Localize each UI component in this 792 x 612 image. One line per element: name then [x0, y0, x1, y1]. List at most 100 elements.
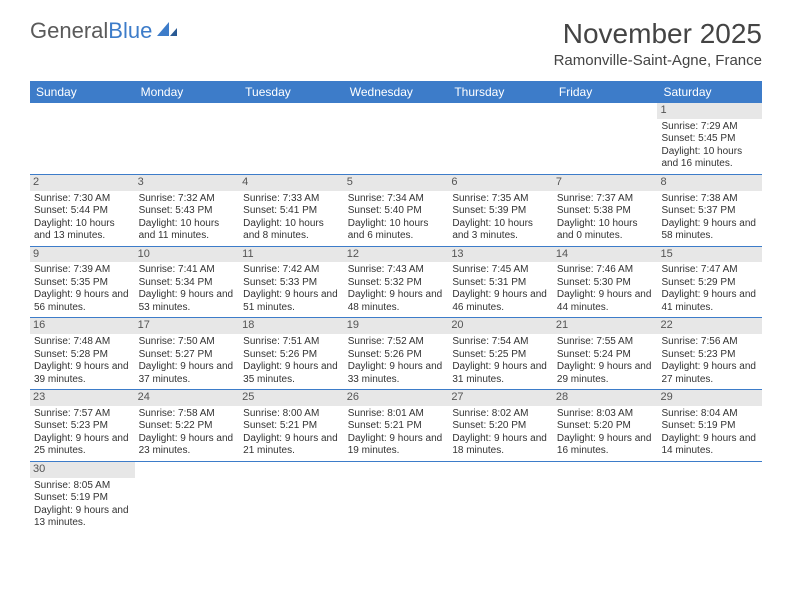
day-cell: 14Sunrise: 7:46 AMSunset: 5:30 PMDayligh… — [553, 247, 658, 318]
title-block: November 2025 Ramonville-Saint-Agne, Fra… — [554, 18, 762, 69]
daylight-text: Daylight: 9 hours and 51 minutes. — [243, 289, 340, 314]
sunrise-text: Sunrise: 7:32 AM — [139, 193, 236, 206]
sunrise-text: Sunrise: 7:34 AM — [348, 193, 445, 206]
day-number: 20 — [448, 318, 553, 334]
day-header-monday: Monday — [135, 81, 240, 103]
location-subtitle: Ramonville-Saint-Agne, France — [554, 52, 762, 69]
day-cell: 25Sunrise: 8:00 AMSunset: 5:21 PMDayligh… — [239, 390, 344, 461]
calendar: SundayMondayTuesdayWednesdayThursdayFrid… — [30, 81, 762, 533]
sunrise-text: Sunrise: 8:03 AM — [557, 408, 654, 421]
day-number: 7 — [553, 175, 658, 191]
sunset-text: Sunset: 5:20 PM — [557, 420, 654, 433]
day-cell: 30Sunrise: 8:05 AMSunset: 5:19 PMDayligh… — [30, 462, 135, 533]
day-cell: 23Sunrise: 7:57 AMSunset: 5:23 PMDayligh… — [30, 390, 135, 461]
day-number: 16 — [30, 318, 135, 334]
day-number: 30 — [30, 462, 135, 478]
sunset-text: Sunset: 5:30 PM — [557, 277, 654, 290]
sunset-text: Sunset: 5:41 PM — [243, 205, 340, 218]
daylight-text: Daylight: 9 hours and 18 minutes. — [452, 433, 549, 458]
empty-cell — [344, 103, 449, 174]
day-cell: 6Sunrise: 7:35 AMSunset: 5:39 PMDaylight… — [448, 175, 553, 246]
day-cell: 16Sunrise: 7:48 AMSunset: 5:28 PMDayligh… — [30, 318, 135, 389]
day-number: 10 — [135, 247, 240, 263]
week-row: 16Sunrise: 7:48 AMSunset: 5:28 PMDayligh… — [30, 318, 762, 390]
daylight-text: Daylight: 9 hours and 35 minutes. — [243, 361, 340, 386]
sunrise-text: Sunrise: 7:29 AM — [661, 121, 758, 134]
daylight-text: Daylight: 10 hours and 3 minutes. — [452, 218, 549, 243]
sunrise-text: Sunrise: 7:37 AM — [557, 193, 654, 206]
day-cell: 11Sunrise: 7:42 AMSunset: 5:33 PMDayligh… — [239, 247, 344, 318]
sunset-text: Sunset: 5:32 PM — [348, 277, 445, 290]
day-number: 1 — [657, 103, 762, 119]
sunrise-text: Sunrise: 7:50 AM — [139, 336, 236, 349]
day-cell: 9Sunrise: 7:39 AMSunset: 5:35 PMDaylight… — [30, 247, 135, 318]
day-cell: 19Sunrise: 7:52 AMSunset: 5:26 PMDayligh… — [344, 318, 449, 389]
day-number: 21 — [553, 318, 658, 334]
sunrise-text: Sunrise: 7:56 AM — [661, 336, 758, 349]
sunset-text: Sunset: 5:27 PM — [139, 349, 236, 362]
week-row: 23Sunrise: 7:57 AMSunset: 5:23 PMDayligh… — [30, 390, 762, 462]
day-number: 5 — [344, 175, 449, 191]
day-header-saturday: Saturday — [657, 81, 762, 103]
sunset-text: Sunset: 5:19 PM — [661, 420, 758, 433]
sunrise-text: Sunrise: 7:43 AM — [348, 264, 445, 277]
sunrise-text: Sunrise: 7:46 AM — [557, 264, 654, 277]
day-number: 4 — [239, 175, 344, 191]
daylight-text: Daylight: 10 hours and 11 minutes. — [139, 218, 236, 243]
sunset-text: Sunset: 5:43 PM — [139, 205, 236, 218]
sunrise-text: Sunrise: 7:54 AM — [452, 336, 549, 349]
day-number: 22 — [657, 318, 762, 334]
sunrise-text: Sunrise: 7:30 AM — [34, 193, 131, 206]
week-row: 30Sunrise: 8:05 AMSunset: 5:19 PMDayligh… — [30, 462, 762, 533]
sunset-text: Sunset: 5:28 PM — [34, 349, 131, 362]
empty-cell — [239, 462, 344, 533]
sunrise-text: Sunrise: 7:58 AM — [139, 408, 236, 421]
day-number: 28 — [553, 390, 658, 406]
empty-cell — [553, 462, 658, 533]
sunset-text: Sunset: 5:26 PM — [243, 349, 340, 362]
day-cell: 10Sunrise: 7:41 AMSunset: 5:34 PMDayligh… — [135, 247, 240, 318]
empty-cell — [448, 462, 553, 533]
empty-cell — [553, 103, 658, 174]
sunrise-text: Sunrise: 8:01 AM — [348, 408, 445, 421]
daylight-text: Daylight: 9 hours and 44 minutes. — [557, 289, 654, 314]
daylight-text: Daylight: 9 hours and 19 minutes. — [348, 433, 445, 458]
sunset-text: Sunset: 5:23 PM — [661, 349, 758, 362]
day-number: 17 — [135, 318, 240, 334]
sunset-text: Sunset: 5:35 PM — [34, 277, 131, 290]
sunset-text: Sunset: 5:33 PM — [243, 277, 340, 290]
sunset-text: Sunset: 5:38 PM — [557, 205, 654, 218]
empty-cell — [239, 103, 344, 174]
day-cell: 15Sunrise: 7:47 AMSunset: 5:29 PMDayligh… — [657, 247, 762, 318]
day-number: 9 — [30, 247, 135, 263]
sunset-text: Sunset: 5:19 PM — [34, 492, 131, 505]
logo-text-blue: Blue — [108, 18, 152, 44]
sunset-text: Sunset: 5:45 PM — [661, 133, 758, 146]
daylight-text: Daylight: 9 hours and 29 minutes. — [557, 361, 654, 386]
day-number: 2 — [30, 175, 135, 191]
day-cell: 21Sunrise: 7:55 AMSunset: 5:24 PMDayligh… — [553, 318, 658, 389]
sunrise-text: Sunrise: 7:51 AM — [243, 336, 340, 349]
daylight-text: Daylight: 9 hours and 13 minutes. — [34, 505, 131, 530]
empty-cell — [344, 462, 449, 533]
day-number: 12 — [344, 247, 449, 263]
empty-cell — [30, 103, 135, 174]
day-number: 6 — [448, 175, 553, 191]
sunset-text: Sunset: 5:37 PM — [661, 205, 758, 218]
sunrise-text: Sunrise: 7:42 AM — [243, 264, 340, 277]
daylight-text: Daylight: 9 hours and 53 minutes. — [139, 289, 236, 314]
sunset-text: Sunset: 5:29 PM — [661, 277, 758, 290]
month-title: November 2025 — [554, 18, 762, 50]
day-number: 14 — [553, 247, 658, 263]
day-number: 24 — [135, 390, 240, 406]
day-number: 18 — [239, 318, 344, 334]
daylight-text: Daylight: 9 hours and 14 minutes. — [661, 433, 758, 458]
sunrise-text: Sunrise: 7:47 AM — [661, 264, 758, 277]
sunrise-text: Sunrise: 7:39 AM — [34, 264, 131, 277]
daylight-text: Daylight: 9 hours and 16 minutes. — [557, 433, 654, 458]
day-number: 23 — [30, 390, 135, 406]
daylight-text: Daylight: 9 hours and 37 minutes. — [139, 361, 236, 386]
day-number: 13 — [448, 247, 553, 263]
daylight-text: Daylight: 10 hours and 8 minutes. — [243, 218, 340, 243]
daylight-text: Daylight: 9 hours and 21 minutes. — [243, 433, 340, 458]
